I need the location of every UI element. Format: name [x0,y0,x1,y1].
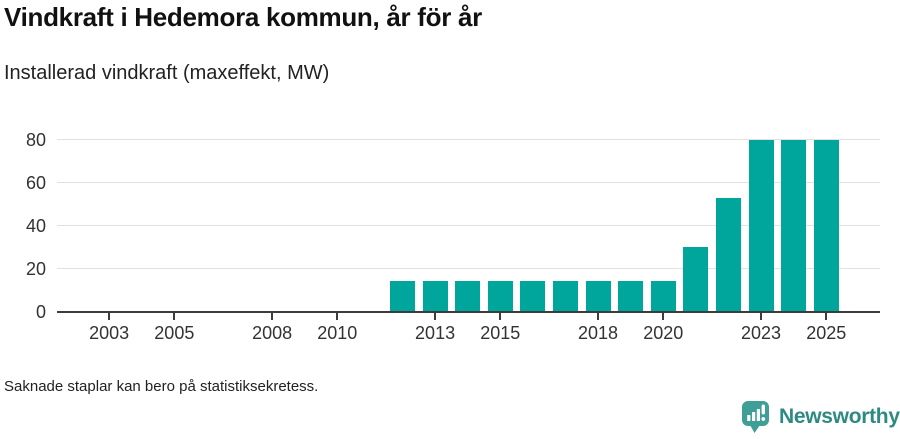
bar-2022 [715,197,741,312]
x-tick-label: 2008 [252,322,293,343]
bar-2015 [487,281,513,312]
bar-2018 [585,281,611,312]
x-tick-2020 [662,312,665,320]
gridline-y-20 [57,268,880,269]
bar-2019 [618,281,644,312]
y-tick-label: 80 [25,129,46,150]
y-tick-label: 0 [35,301,46,322]
bar-2023 [748,139,774,312]
gridline-y-60 [57,182,880,183]
newsworthy-icon [742,401,769,433]
bar-2012 [389,281,415,312]
bar-2013 [422,281,448,312]
bar-2020 [650,281,676,312]
x-tick-label: 2020 [643,322,684,343]
x-tick-label: 2013 [415,322,456,343]
x-tick-2015 [499,312,502,320]
y-tick-label: 20 [25,258,46,279]
x-tick-label: 2010 [317,322,358,343]
newsworthy-logo: Newsworthy [741,400,900,434]
y-tick-label: 40 [25,215,46,236]
x-tick-2003 [108,312,111,320]
x-axis-line [57,310,880,313]
bar-2014 [455,281,481,312]
x-tick-label: 2015 [480,322,521,343]
footnote: Saknade staplar kan bero på statistiksek… [4,378,319,395]
x-tick-2008 [271,312,274,320]
x-tick-2013 [434,312,437,320]
bar-2016 [520,281,546,312]
newsworthy-wordmark: Newsworthy [779,405,900,428]
x-tick-label: 2005 [154,322,195,343]
chart-subtitle: Installerad vindkraft (maxeffekt, MW) [4,62,330,84]
y-tick-label: 60 [25,172,46,193]
gridline-y-40 [57,225,880,226]
bar-2025 [813,139,839,312]
x-tick-2023 [760,312,763,320]
bar-2024 [781,139,807,312]
x-tick-2018 [597,312,600,320]
gridline-y-80 [57,139,880,140]
x-tick-label: 2025 [806,322,847,343]
x-tick-label: 2003 [89,322,130,343]
chart-title: Vindkraft i Hedemora kommun, år för år [4,2,482,32]
bar-2021 [683,247,709,312]
bar-2017 [552,281,578,312]
x-tick-2005 [173,312,176,320]
x-tick-label: 2018 [578,322,619,343]
x-tick-2010 [336,312,339,320]
x-tick-label: 2023 [741,322,782,343]
x-tick-2025 [825,312,828,320]
